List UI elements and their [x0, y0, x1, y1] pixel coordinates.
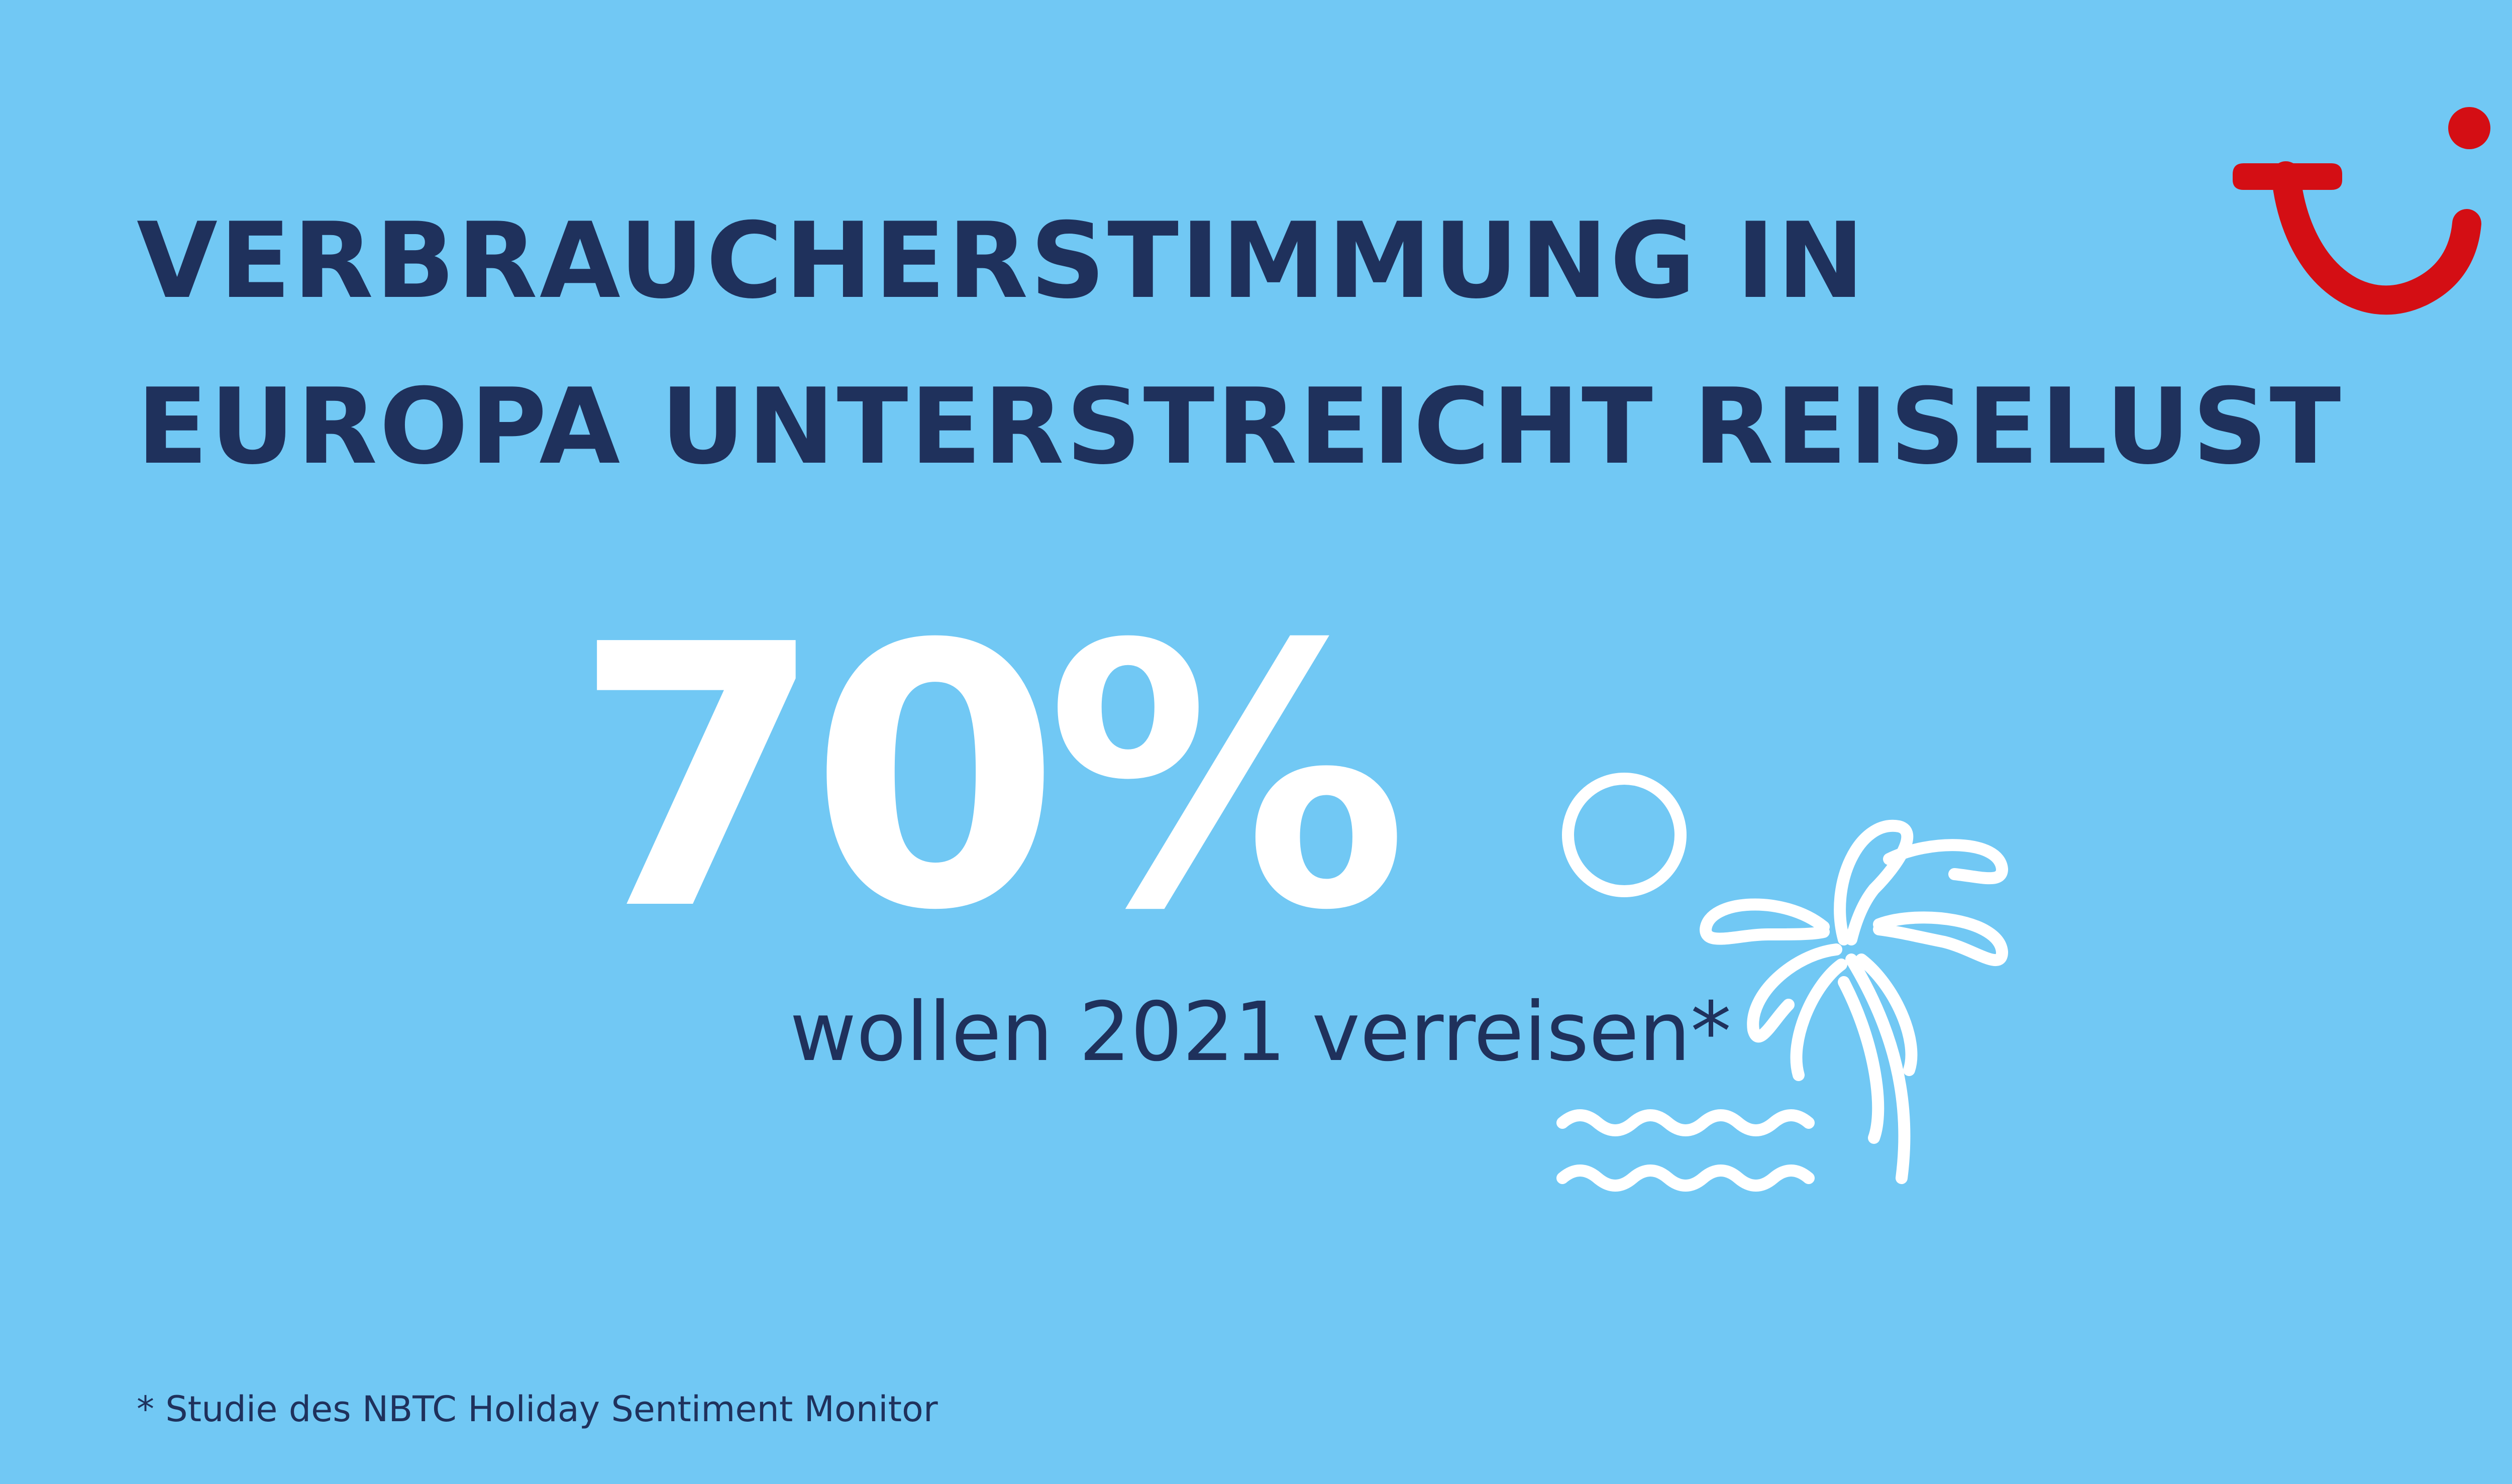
headline-line-1: VERBRAUCHERSTIMMUNG IN — [137, 200, 1867, 322]
headline-line-2: EUROPA UNTERSTREICHT REISELUST — [137, 366, 2343, 488]
palm-tree-icon — [1700, 819, 2008, 1184]
tui-smile-logo-icon — [2233, 107, 2490, 315]
footnote: * Studie des NBTC Holiday Sentiment Moni… — [137, 1389, 938, 1430]
logo-smile — [2271, 161, 2481, 315]
stat-caption: wollen 2021 verreisen* — [790, 985, 1731, 1080]
logo-dot — [2448, 107, 2490, 149]
headline: VERBRAUCHERSTIMMUNG IN EUROPA UNTERSTREI… — [137, 178, 2343, 510]
stat-value: 70% — [573, 568, 1408, 989]
beach-illustration — [1556, 773, 2008, 1192]
waves-icon — [1556, 1109, 1815, 1192]
sun-icon — [1562, 773, 1687, 897]
